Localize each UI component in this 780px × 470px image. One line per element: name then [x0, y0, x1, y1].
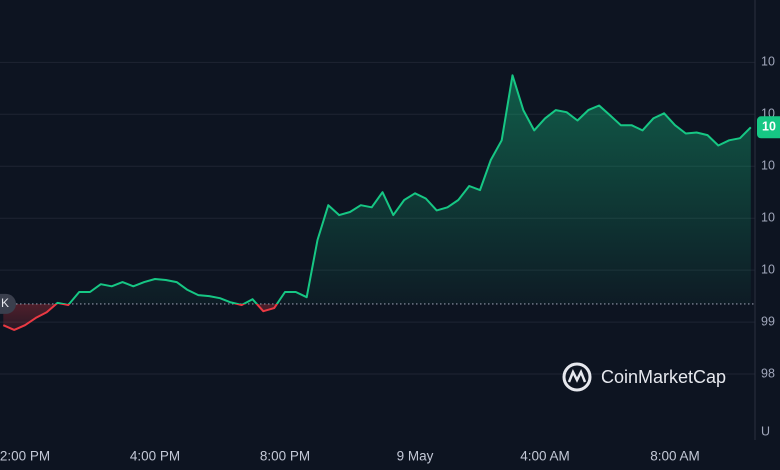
x-tick-label: 8:00 AM: [650, 449, 700, 464]
watermark-logo: [562, 362, 592, 392]
y-tick-label: 99: [761, 314, 775, 328]
x-tick-label: 4:00 AM: [520, 449, 570, 464]
plot: [0, 74, 755, 331]
y-tick-label: 10: [761, 55, 775, 69]
watermark-text: CoinMarketCap: [601, 367, 726, 387]
reference-badge: [0, 293, 16, 314]
x-tick-label: 4:00 PM: [130, 449, 180, 464]
last-price-badge: [757, 116, 780, 139]
x-tick-label: 2:00 PM: [0, 449, 50, 464]
axes: 98 99 10 10 10 10 10 2:00 PM 4:00 PM 8:00 PM 9 May…: [0, 55, 780, 464]
y-tick-label: 10: [761, 210, 775, 224]
watermark: CoinMarketCap: [562, 362, 726, 392]
y-tick-label: 10: [761, 159, 775, 173]
price-line: [2, 74, 752, 331]
y-axis-unit: U: [761, 424, 770, 438]
reference-label: K: [1, 296, 9, 310]
x-tick-label: 9 May: [397, 449, 434, 464]
y-tick-label: 98: [761, 366, 775, 380]
x-tick-label: 8:00 PM: [260, 449, 310, 464]
watermark-logo-mark: [567, 368, 587, 383]
last-price-label: 10: [762, 120, 776, 134]
price-area: [3, 75, 751, 330]
y-tick-label: 10: [761, 262, 775, 276]
